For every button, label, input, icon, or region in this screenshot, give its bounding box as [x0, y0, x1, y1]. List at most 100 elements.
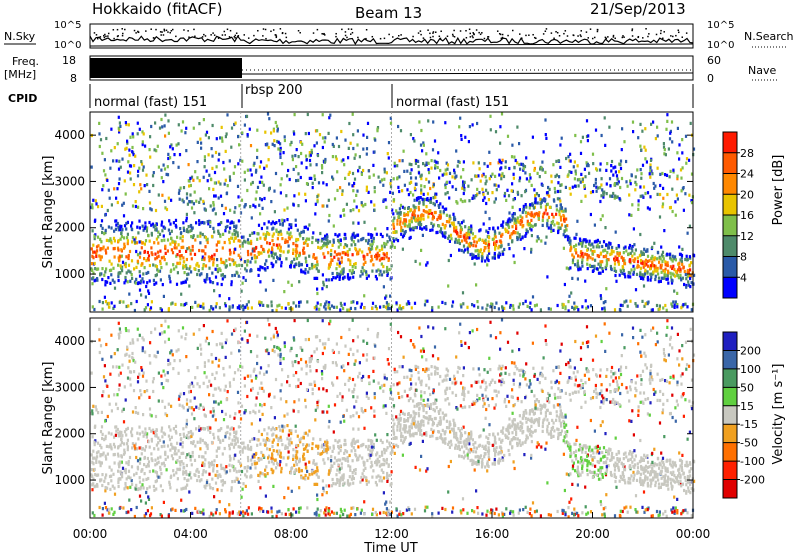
heatmap-cell: [276, 237, 279, 241]
heatmap-cell: [221, 483, 224, 487]
heatmap-cell: [271, 248, 274, 252]
heatmap-cell: [316, 200, 319, 204]
heatmap-cell: [454, 175, 457, 179]
heatmap-cell: [564, 305, 567, 309]
heatmap-cell: [315, 444, 318, 448]
nsky-dot: [243, 34, 246, 36]
heatmap-cell: [484, 210, 487, 214]
heatmap-cell: [191, 235, 194, 240]
heatmap-cell: [455, 355, 458, 359]
nsky-dot: [117, 35, 119, 37]
heatmap-cell: [415, 182, 418, 186]
heatmap-cell: [331, 271, 334, 276]
heatmap-cell: [584, 279, 587, 283]
heatmap-cell: [389, 277, 392, 281]
heatmap-cell: [309, 163, 312, 167]
heatmap-cell: [398, 159, 401, 163]
nsky-dot: [379, 37, 382, 40]
heatmap-cell: [198, 273, 202, 277]
heatmap-cell: [458, 366, 461, 370]
heatmap-cell: [119, 228, 122, 232]
heatmap-cell: [113, 146, 116, 150]
heatmap-cell: [197, 269, 200, 273]
heatmap-cell: [595, 395, 598, 399]
heatmap-cell: [530, 417, 533, 421]
heatmap-cell: [666, 119, 669, 123]
heatmap-cell: [605, 254, 608, 258]
heatmap-cell: [176, 271, 179, 275]
heatmap-cell: [568, 392, 571, 397]
heatmap-cell: [670, 281, 674, 285]
heatmap-cell: [610, 458, 613, 462]
heatmap-cell: [201, 255, 204, 259]
heatmap-cell: [571, 185, 574, 189]
heatmap-cell: [119, 371, 122, 375]
heatmap-cell: [306, 300, 309, 304]
heatmap-cell: [140, 160, 143, 164]
heatmap-cell: [427, 119, 430, 123]
power-heatmap: [90, 112, 696, 313]
heatmap-cell: [671, 272, 674, 276]
heatmap-cell: [450, 443, 453, 447]
heatmap-cell: [591, 242, 594, 246]
heatmap-cell: [176, 253, 179, 257]
heatmap-cell: [382, 270, 385, 274]
heatmap-cell: [576, 465, 579, 469]
heatmap-cell: [140, 366, 143, 370]
heatmap-cell: [138, 240, 141, 244]
heatmap-cell: [187, 179, 190, 183]
heatmap-cell: [347, 172, 350, 176]
heatmap-cell: [491, 172, 494, 176]
heatmap-cell: [321, 145, 324, 150]
heatmap-cell: [362, 236, 365, 241]
heatmap-cell: [213, 194, 216, 198]
heatmap-cell: [622, 269, 625, 273]
heatmap-cell: [457, 159, 460, 164]
heatmap-cell: [296, 450, 299, 454]
heatmap-cell: [335, 267, 338, 271]
nsky-dot: [279, 28, 282, 30]
heatmap-cell: [413, 404, 416, 408]
heatmap-cell: [630, 268, 633, 272]
heatmap-cell: [250, 216, 253, 220]
heatmap-cell: [417, 214, 420, 218]
heatmap-cell: [422, 201, 425, 206]
heatmap-cell: [375, 307, 378, 311]
heatmap-cell: [619, 308, 622, 312]
heatmap-cell: [236, 184, 240, 188]
nsky-dot: [203, 33, 205, 36]
heatmap-cell: [334, 155, 337, 159]
heatmap-cell: [103, 479, 106, 483]
heatmap-cell: [241, 235, 244, 239]
heatmap-cell: [643, 247, 646, 251]
heatmap-cell: [516, 367, 519, 371]
heatmap-cell: [316, 260, 319, 264]
heatmap-cell: [371, 269, 374, 273]
heatmap-cell: [458, 125, 461, 129]
heatmap-cell: [207, 153, 210, 157]
heatmap-cell: [193, 267, 196, 271]
freq-panel: Freq. [MHz] 18 8 60 0 Nave: [4, 54, 778, 85]
heatmap-cell: [384, 198, 387, 202]
heatmap-cell: [292, 167, 295, 171]
heatmap-cell: [417, 196, 420, 201]
heatmap-cell: [165, 262, 168, 266]
heatmap-cell: [224, 435, 227, 439]
heatmap-cell: [546, 218, 549, 222]
heatmap-cell: [203, 235, 206, 239]
heatmap-cell: [188, 267, 191, 271]
heatmap-cell: [178, 460, 181, 464]
heatmap-cell: [166, 371, 169, 375]
heatmap-cell: [228, 454, 231, 458]
heatmap-cell: [297, 192, 301, 196]
heatmap-cell: [444, 121, 447, 125]
heatmap-cell: [598, 245, 601, 249]
heatmap-cell: [593, 223, 596, 227]
heatmap-cell: [321, 410, 324, 414]
heatmap-cell: [132, 341, 135, 345]
heatmap-cell: [209, 220, 212, 224]
heatmap-cell: [480, 259, 484, 263]
heatmap-cell: [280, 306, 283, 310]
heatmap-cell: [201, 249, 204, 253]
heatmap-cell: [541, 160, 544, 164]
